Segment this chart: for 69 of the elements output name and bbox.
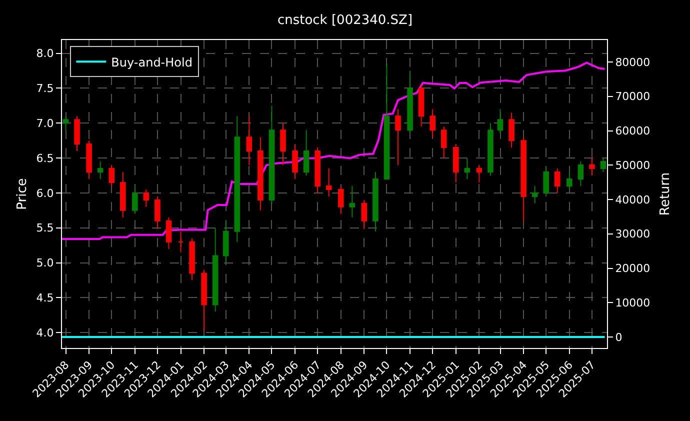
y-tick-label: 6.0 <box>36 186 54 200</box>
candlestick <box>407 70 413 134</box>
y-tick-label: 4.0 <box>36 326 54 340</box>
candlestick <box>430 108 436 138</box>
candlestick <box>554 168 560 194</box>
candlestick <box>303 130 310 176</box>
candlestick <box>349 185 356 218</box>
y-tick-label: 8.0 <box>36 47 54 60</box>
y2-tick-label: 50000 <box>615 158 650 172</box>
candlestick <box>600 158 606 172</box>
candlestick <box>280 122 286 166</box>
candlestick <box>453 144 459 183</box>
y2-tick-label: 20000 <box>615 262 650 276</box>
candlestick <box>201 269 207 332</box>
candlestick <box>132 185 138 214</box>
candlestick <box>166 216 172 250</box>
candlestick <box>497 108 504 134</box>
y-axis-title: Price <box>15 178 30 210</box>
candlestick <box>234 116 240 242</box>
y2-tick-label: 30000 <box>615 228 650 241</box>
candlestick <box>543 168 549 197</box>
y-tick-label: 5.0 <box>36 256 54 270</box>
candlestick <box>120 172 126 218</box>
candlestick <box>520 136 526 222</box>
candlestick <box>74 116 80 152</box>
y-tick-label: 7.0 <box>36 116 54 130</box>
y2-tick-label: 70000 <box>615 90 650 104</box>
candlestick <box>143 188 150 208</box>
candlestick <box>154 196 160 228</box>
candlestick <box>314 147 320 194</box>
candlestick <box>508 112 514 148</box>
candlestick <box>222 220 229 264</box>
candlestick <box>292 144 298 180</box>
candlestick <box>578 161 584 186</box>
candlestick <box>268 105 275 204</box>
y2-tick-label: 10000 <box>615 296 650 310</box>
candlestick <box>464 158 470 180</box>
candlestick <box>589 158 595 176</box>
candlestick <box>62 116 69 131</box>
candlestick <box>108 164 115 186</box>
candlestick <box>338 185 344 214</box>
y-tick-label: 7.5 <box>36 82 54 96</box>
candlestick <box>476 164 482 183</box>
candlestick <box>86 140 92 180</box>
candlestick <box>189 238 195 281</box>
y2-tick-label: 80000 <box>615 56 650 69</box>
y-tick-label: 4.5 <box>36 292 54 305</box>
candlestick <box>97 161 104 180</box>
candlestick <box>178 230 184 253</box>
legend-label: Buy-and-Hold <box>111 55 192 70</box>
y2-axis-title: Return <box>658 172 673 216</box>
candlestick <box>488 122 494 176</box>
y-tick-label: 5.5 <box>36 222 54 235</box>
y2-tick-label: 40000 <box>615 193 650 206</box>
candlestick <box>361 199 368 228</box>
candlestick <box>246 116 252 166</box>
candlestick <box>258 136 264 211</box>
candlestick <box>532 185 538 204</box>
candlestick <box>395 108 401 166</box>
candlestick <box>326 168 332 197</box>
y-tick-label: 6.5 <box>36 152 54 165</box>
y2-tick-label: 60000 <box>615 124 650 138</box>
candlestick <box>566 172 572 190</box>
candlestick <box>440 126 447 159</box>
candlestick <box>418 84 424 128</box>
y2-tick-label: 0 <box>615 330 622 344</box>
candlestick <box>372 172 378 232</box>
candlestick <box>212 227 218 312</box>
chart-title: cnstock [002340.SZ] <box>277 12 413 28</box>
